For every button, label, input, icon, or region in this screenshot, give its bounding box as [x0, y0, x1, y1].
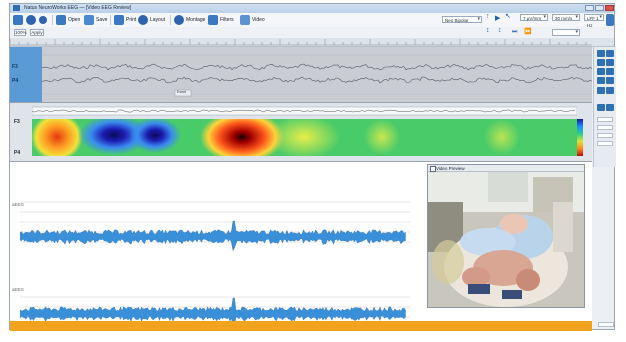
nav-end-button[interactable] — [606, 77, 614, 84]
filter-select[interactable]: LFF 1 Hz — [584, 14, 604, 28]
nav-forward-button[interactable] — [606, 59, 614, 66]
video-title: Video Preview — [436, 166, 465, 171]
montage-icon[interactable] — [114, 15, 124, 25]
eye-icon[interactable] — [26, 15, 36, 25]
main-toolbar: Open Save Print Layout Montage Filters V… — [10, 13, 614, 28]
nav-up-button[interactable] — [597, 50, 605, 57]
time-ruler[interactable] — [10, 38, 614, 47]
nav-zoom-in-button[interactable] — [597, 87, 605, 94]
toolbar-item-open[interactable]: Open — [68, 17, 81, 23]
heatmap-label-bottom: P4 — [14, 150, 21, 156]
heatmap-label-top: F3 — [14, 119, 20, 125]
video-preview-window[interactable]: Video Preview — [427, 164, 585, 308]
arrow-up-icon[interactable]: ↑ — [486, 13, 490, 20]
panel-toggle-icon[interactable] — [606, 14, 614, 26]
minimize-button[interactable] — [585, 5, 594, 11]
property-field[interactable] — [597, 117, 613, 122]
property-field[interactable] — [597, 125, 613, 130]
maximize-button[interactable] — [595, 5, 604, 11]
video-frame — [428, 172, 584, 307]
nav-zoom-out-button[interactable] — [606, 87, 614, 94]
secondary-toolbar: 100% Apply ↕ ↕ ⏭ ⏩ — [10, 27, 614, 39]
heatmap-zoom-button[interactable] — [597, 104, 605, 111]
nav-prev-page-button[interactable] — [597, 68, 605, 75]
sensitivity-select[interactable]: 7 µV/mm — [520, 14, 548, 21]
nav-up-alt-button[interactable] — [606, 50, 614, 57]
layout-icon[interactable] — [84, 15, 94, 25]
heatmap-pan-button[interactable] — [606, 104, 614, 111]
window-title: Natus NeuroWorks EEG — [Video EEG Review… — [24, 5, 132, 11]
video-checkbox[interactable] — [430, 166, 436, 172]
fast-forward-icon[interactable]: ⏩ — [524, 29, 532, 35]
trend-label-bottom: aEEG — [12, 287, 25, 292]
montage-select[interactable]: Neo Bipolar — [442, 16, 482, 23]
arrow-icon[interactable]: ↖ — [505, 13, 511, 20]
toolbar-item-save[interactable]: Save — [96, 17, 108, 23]
property-field[interactable] — [597, 133, 613, 138]
speed-select[interactable] — [552, 29, 580, 36]
spectral-heatmap-panel[interactable]: F3 P4 — [10, 103, 592, 162]
trend-label-top: aEEG — [12, 202, 25, 207]
toolbar-item-video[interactable]: Video — [252, 17, 265, 23]
arrow-down-icon[interactable]: ↕ — [486, 27, 490, 34]
play-icon[interactable]: ▶ — [495, 15, 501, 22]
video-header: Video Preview — [428, 165, 584, 172]
video-icon[interactable] — [174, 15, 184, 25]
nav-next-page-button[interactable] — [606, 68, 614, 75]
event-marker-label[interactable]: Event — [177, 90, 186, 94]
status-bar — [10, 321, 592, 331]
new-file-icon[interactable] — [13, 15, 23, 25]
annotate-icon[interactable] — [240, 15, 250, 25]
timebase-select[interactable]: 30 mm/s — [552, 14, 580, 21]
channel-label-bottom: P4 — [12, 78, 19, 84]
toolbar-item-montage[interactable]: Montage — [186, 17, 206, 23]
apply-button[interactable]: Apply — [30, 29, 44, 36]
app-icon — [13, 5, 20, 11]
toolbar-item-layout[interactable]: Layout — [150, 17, 166, 23]
channel-label-top: F3 — [12, 64, 18, 70]
toolbar-item-print[interactable]: Print — [126, 17, 137, 23]
navigation-panel — [593, 47, 616, 167]
gear-icon[interactable] — [39, 16, 47, 24]
close-button[interactable] — [605, 5, 614, 11]
arrow-up-down-icon[interactable]: ↕ — [498, 27, 502, 34]
zoom-field[interactable]: 100% — [14, 29, 27, 36]
heatmap[interactable] — [32, 119, 577, 156]
forward-icon[interactable]: ⏭ — [512, 29, 518, 35]
status-field[interactable] — [598, 322, 614, 327]
nav-start-button[interactable] — [597, 77, 605, 84]
toolbar-item-filters[interactable]: Filters — [220, 17, 234, 23]
trend-panel[interactable]: aEEG aEEG Video Preview — [10, 162, 614, 330]
globe-icon[interactable] — [138, 15, 148, 25]
chart-icon[interactable] — [56, 15, 66, 25]
events-icon[interactable] — [208, 15, 218, 25]
application-window: Natus NeuroWorks EEG — [Video EEG Review… — [9, 3, 616, 331]
property-field[interactable] — [597, 141, 613, 146]
color-scale-bar — [577, 119, 583, 156]
eeg-waveform-panel[interactable]: F3 P4 Event — [10, 47, 592, 103]
nav-back-button[interactable] — [597, 59, 605, 66]
channel-label-column: F3 P4 — [10, 47, 42, 102]
